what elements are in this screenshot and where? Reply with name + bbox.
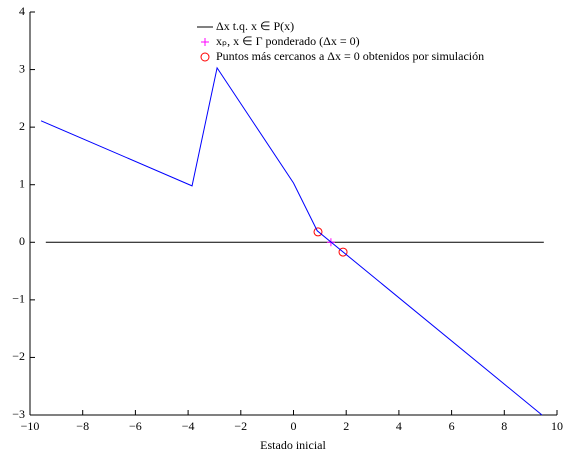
y-tick-label: 2 [19,119,25,133]
y-tick-label: −3 [12,407,25,421]
x-tick-label: 0 [291,419,297,433]
y-tick-label: 3 [19,61,25,75]
x-tick-label: −2 [234,419,247,433]
x-axis-label: Estado inicial [260,438,326,452]
legend-swatch [200,52,210,62]
legend-label: Δx t.q. x ∈ P(x) [216,19,294,33]
y-tick-label: 1 [19,176,25,190]
x-tick-label: 4 [396,419,402,433]
x-tick-label: 8 [501,419,507,433]
x-tick-label: −6 [129,419,142,433]
x-tick-label: −8 [76,419,89,433]
y-tick-label: −1 [12,292,25,306]
x-tick-label: 2 [343,419,349,433]
y-tick-label: 0 [19,234,25,248]
circle-marker [313,227,323,237]
x-tick-label: −4 [182,419,195,433]
legend-swatch [201,38,209,46]
legend-label: xₚ, x ∈ Γ ponderado (Δx = 0) [216,34,360,48]
y-tick-label: 4 [19,4,25,18]
x-tick-label: −10 [21,419,40,433]
series-line [40,66,543,416]
x-tick-label: 10 [551,419,563,433]
legend-label: Puntos más cercanos a Δx = 0 obtenidos p… [216,49,484,63]
x-tick-label: 6 [449,419,455,433]
y-tick-label: −2 [12,349,25,363]
circle-marker [338,247,348,257]
